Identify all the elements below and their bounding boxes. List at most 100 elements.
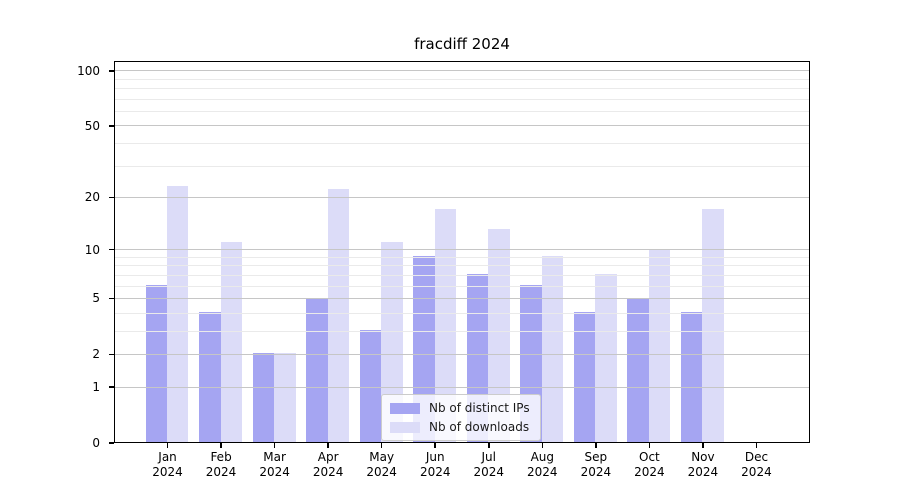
month-label: Dec (744, 450, 769, 464)
y-tick-mark-2 (109, 353, 114, 356)
x-tick-label-may: May 2024 (347, 450, 417, 480)
bar-downloads-may (381, 241, 403, 442)
y-tick-mark-20 (109, 196, 114, 199)
gridline-minor-9 (115, 256, 809, 258)
y-tick-mark-1 (109, 386, 114, 388)
gridline-minor-80 (115, 88, 809, 90)
bar-downloads-jul (488, 229, 510, 442)
y-tick-mark-5 (109, 297, 114, 300)
x-tick-mark-mar (273, 443, 276, 448)
x-tick-label-dec: Dec 2024 (721, 450, 791, 480)
bar-distinct-ips-sep (573, 312, 596, 442)
month-label: Aug (530, 450, 555, 464)
legend-swatch-downloads (390, 421, 420, 433)
legend-swatch-distinct-ips (390, 402, 420, 414)
gridline-major-1 (115, 386, 809, 388)
bar-downloads-mar (274, 353, 296, 442)
year-label: 2024 (634, 465, 665, 479)
month-label: Nov (691, 450, 715, 464)
gridline-minor-40 (115, 142, 809, 144)
gridline-major-50 (115, 125, 809, 127)
gridline-minor-8 (115, 265, 809, 267)
x-tick-mark-aug (541, 443, 544, 448)
x-tick-mark-apr (327, 443, 329, 448)
year-label: 2024 (312, 465, 344, 479)
year-label: 2024 (741, 465, 772, 479)
bar-downloads-sep (595, 274, 617, 442)
x-tick-mark-feb (220, 443, 222, 448)
x-tick-label-oct: Oct 2024 (614, 450, 684, 480)
bar-distinct-ips-apr (306, 297, 328, 442)
x-tick-label-aug: Aug 2024 (507, 450, 577, 480)
gridline-major-100 (115, 70, 809, 72)
y-tick-label-5: 5 (92, 291, 100, 306)
year-label: 2024 (687, 465, 719, 479)
x-tick-mark-may (380, 443, 383, 448)
x-tick-mark-oct (648, 443, 651, 448)
gridline-major-20 (115, 196, 809, 198)
y-tick-label-2: 2 (92, 347, 100, 362)
gridline-minor-70 (115, 98, 809, 100)
bar-distinct-ips-may (359, 330, 382, 442)
y-tick-label-50: 50 (84, 118, 100, 133)
month-label: Sep (584, 450, 608, 464)
legend-label-downloads: Nb of downloads (429, 420, 530, 434)
year-label: 2024 (259, 465, 290, 479)
year-label: 2024 (205, 465, 237, 479)
y-tick-label-10: 10 (84, 242, 100, 257)
x-tick-mark-jun (434, 443, 436, 448)
gridline-major-10 (115, 249, 809, 251)
y-tick-mark-100 (109, 70, 114, 72)
y-tick-label-1: 1 (92, 380, 100, 395)
x-tick-mark-sep (595, 443, 597, 448)
x-tick-label-jul: Jul 2024 (454, 450, 524, 480)
year-label: 2024 (580, 465, 612, 479)
x-tick-label-nov: Nov 2024 (668, 450, 738, 480)
gridline-major-5 (115, 297, 809, 299)
month-label: Mar (263, 450, 286, 464)
bar-downloads-aug (541, 256, 564, 442)
year-label: 2024 (527, 465, 558, 479)
x-tick-mark-nov (702, 443, 704, 448)
bar-downloads-nov (702, 208, 724, 442)
bar-distinct-ips-jan (145, 285, 168, 442)
y-tick-label-0: 0 (92, 436, 100, 450)
x-tick-mark-jul (488, 443, 490, 448)
bar-downloads-jan (167, 185, 189, 442)
gridline-minor-60 (115, 110, 809, 112)
bar-downloads-feb (220, 241, 242, 442)
gridline-minor-7 (115, 274, 809, 276)
x-tick-mark-dec (755, 443, 758, 448)
gridline-minor-4 (115, 312, 809, 314)
month-label: Feb (210, 450, 232, 464)
bar-downloads-oct (648, 248, 671, 442)
legend-label-distinct-ips: Nb of distinct IPs (429, 401, 530, 415)
bar-downloads-jun (434, 208, 457, 442)
year-label: 2024 (366, 465, 397, 479)
x-tick-mark-jan (166, 443, 169, 448)
year-label: 2024 (419, 465, 451, 479)
legend: Nb of distinct IPs Nb of downloads (381, 394, 541, 441)
month-label: Apr (317, 450, 339, 464)
year-label: 2024 (473, 465, 505, 479)
x-tick-label-jan: Jan 2024 (133, 450, 203, 480)
bar-distinct-ips-feb (199, 312, 221, 442)
month-label: Jul (481, 450, 496, 464)
gridline-minor-6 (115, 285, 809, 287)
gridline-minor-90 (115, 78, 809, 80)
year-label: 2024 (152, 465, 183, 479)
x-tick-label-sep: Sep 2024 (561, 450, 631, 480)
y-tick-label-20: 20 (84, 190, 100, 205)
y-tick-mark-50 (109, 125, 114, 127)
x-tick-label-mar: Mar 2024 (240, 450, 310, 480)
bar-distinct-ips-nov (681, 312, 703, 442)
y-axis-labels: 0 1 2 5 10 20 50 100 (0, 61, 100, 450)
y-tick-mark-10 (109, 248, 114, 251)
gridline-minor-30 (115, 165, 809, 167)
x-tick-label-jun: Jun 2024 (400, 450, 470, 480)
gridline-minor-3 (115, 330, 809, 332)
gridline-major-2 (115, 353, 809, 355)
month-label: Jun (425, 450, 445, 464)
y-tick-label-100: 100 (77, 63, 100, 78)
